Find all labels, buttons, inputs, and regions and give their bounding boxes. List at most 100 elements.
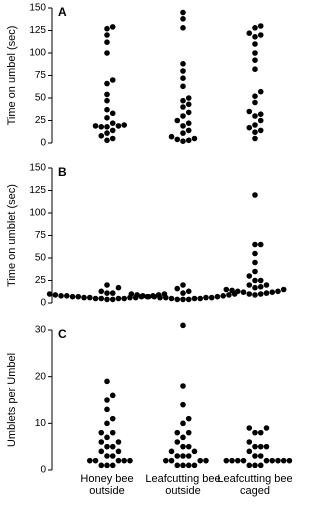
dot (226, 292, 232, 298)
dot (69, 293, 76, 300)
dot (104, 25, 110, 32)
dot (252, 41, 258, 47)
dot (185, 453, 192, 459)
dot (174, 439, 181, 445)
dot (263, 425, 270, 431)
dot (121, 457, 128, 464)
dot (180, 462, 186, 469)
dot (180, 123, 186, 129)
dot (174, 296, 181, 303)
y-tick-label: 25 (35, 275, 47, 286)
dot (151, 293, 158, 300)
dot (109, 24, 116, 30)
dot (162, 294, 169, 301)
dot (185, 415, 192, 422)
dot (252, 241, 258, 248)
dot (263, 443, 270, 450)
dot (252, 429, 258, 436)
dot (180, 25, 186, 31)
dot (246, 462, 253, 469)
y-tick-label: 0 (40, 298, 46, 309)
dot (252, 284, 258, 291)
y-tick-label: 125 (29, 25, 46, 36)
dot (208, 294, 215, 301)
dot (275, 288, 281, 295)
dot (234, 457, 241, 464)
y-tick-label: 0 (40, 138, 46, 149)
dot (104, 434, 110, 441)
dot (257, 23, 264, 29)
dot (280, 457, 287, 464)
dot (86, 294, 93, 301)
dot (220, 293, 226, 299)
dot (185, 101, 192, 108)
dot (252, 113, 258, 119)
dot (104, 39, 110, 45)
dot (104, 106, 110, 113)
dot (263, 457, 270, 464)
dot (180, 434, 186, 441)
dot (109, 443, 116, 450)
dot (98, 448, 105, 455)
dot (185, 137, 192, 144)
y-tick-label: 75 (35, 230, 47, 241)
y-tick-label: 125 (29, 185, 46, 196)
dot (168, 295, 175, 302)
dot (174, 462, 181, 469)
dot (180, 322, 186, 329)
dot (223, 457, 230, 464)
dot (104, 130, 110, 136)
dot (104, 406, 110, 413)
dot (109, 429, 116, 436)
dot (234, 288, 241, 295)
y-tick-label: 150 (29, 3, 46, 14)
dot (246, 30, 253, 36)
dot (252, 129, 258, 135)
dot (252, 135, 258, 142)
dot (252, 259, 258, 266)
dot (180, 138, 186, 144)
dot (269, 289, 276, 296)
dot (92, 457, 99, 464)
dot (104, 462, 110, 469)
dot (104, 296, 110, 303)
dot (275, 457, 281, 464)
dot (240, 289, 247, 296)
y-tick-label: 20 (35, 371, 47, 382)
dot (214, 293, 221, 300)
dot (174, 429, 181, 436)
dot (75, 293, 82, 300)
dot (197, 457, 204, 464)
dot (286, 457, 293, 464)
dot (180, 453, 186, 459)
y-axis-label: Time on umbel (sec) (6, 26, 18, 126)
dot (180, 68, 186, 74)
dot (229, 457, 235, 464)
dot (98, 124, 105, 130)
dot (252, 34, 258, 40)
dot (185, 443, 192, 450)
dot (185, 95, 192, 101)
x-tick-label: Honey bee outside (80, 473, 134, 497)
dot (180, 443, 186, 450)
dot (252, 99, 258, 106)
dot (98, 295, 105, 302)
dot (109, 120, 116, 126)
dot (257, 117, 264, 124)
dot (269, 457, 276, 464)
dot (174, 285, 181, 292)
dot (180, 15, 186, 22)
dot (252, 453, 258, 459)
dot (257, 291, 264, 297)
dot (252, 66, 258, 72)
dot (104, 290, 110, 296)
dot (115, 457, 122, 464)
dot (46, 291, 53, 297)
dot (115, 439, 122, 445)
panel-label: A (58, 5, 67, 19)
dot (257, 277, 264, 284)
dot (180, 296, 186, 303)
dot (223, 286, 230, 293)
dot (185, 429, 192, 436)
